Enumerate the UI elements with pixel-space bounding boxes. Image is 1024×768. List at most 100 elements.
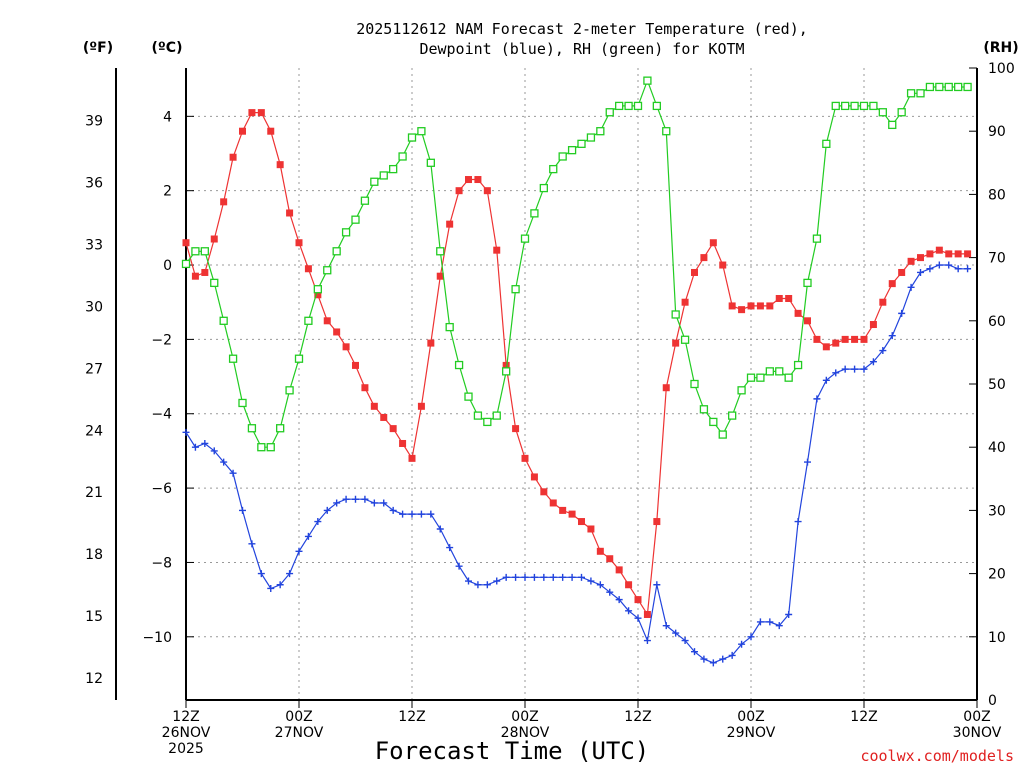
rh-point — [492, 411, 501, 420]
rh-point — [737, 386, 746, 395]
temperature-point — [389, 425, 397, 433]
temperature-point — [257, 109, 265, 117]
rh-point — [718, 430, 727, 439]
temperature-point — [587, 525, 595, 533]
celsius-tick-label: −10 — [142, 630, 172, 646]
chart-axes — [115, 68, 978, 701]
rh-point — [765, 367, 774, 376]
rh-point — [784, 373, 793, 382]
x-tick-label: 26NOV — [162, 725, 211, 741]
rh-point — [389, 164, 398, 174]
dewpoint-point — [954, 265, 962, 273]
temperature-point — [662, 384, 670, 392]
temperature-point — [672, 339, 680, 347]
dewpoint-point — [446, 544, 454, 552]
dewpoint-point — [229, 469, 237, 477]
x-tick-label: 28NOV — [501, 725, 550, 741]
rh-point — [652, 101, 661, 111]
rh-point — [520, 234, 530, 243]
rh-point — [690, 379, 699, 389]
temperature-point — [549, 499, 557, 507]
celsius-tick-label: −2 — [151, 332, 172, 348]
x-tick-label: 27NOV — [275, 725, 324, 741]
temperature-point — [643, 610, 651, 618]
dewpoint-point — [888, 332, 896, 340]
dewpoint-point — [822, 376, 830, 384]
dewpoint-point — [832, 369, 840, 377]
rh-tick-label: 100 — [988, 61, 1015, 77]
dewpoint-point — [436, 525, 444, 533]
temperature-point — [446, 220, 454, 228]
rh-tick-label: 20 — [988, 567, 1006, 583]
rh-point — [247, 424, 257, 433]
rh-point — [238, 398, 247, 408]
rh-point — [473, 411, 483, 420]
dewpoint-point — [841, 365, 849, 373]
temperature-point — [719, 261, 727, 269]
rh-point — [671, 310, 680, 319]
dewpoint-point — [191, 443, 199, 451]
temperature-point — [352, 361, 359, 369]
rh-point — [181, 259, 191, 269]
temperature-point — [634, 596, 642, 604]
rh-tick-label: 60 — [988, 314, 1006, 330]
dewpoint-point — [596, 581, 604, 589]
dewpoint-point — [681, 637, 689, 645]
dewpoint-point — [643, 637, 651, 645]
dewpoint-point — [794, 518, 802, 526]
rh-point — [954, 82, 963, 92]
rh-point — [577, 139, 586, 148]
rh-tick-label: 80 — [988, 187, 1006, 203]
dewpoint-point — [775, 622, 783, 630]
temperature-point — [926, 250, 934, 258]
rh-point — [586, 133, 596, 142]
rh-point — [699, 405, 709, 414]
temperature-point — [860, 335, 868, 343]
rh-point — [257, 443, 266, 452]
rh-point — [407, 133, 417, 142]
rh-tick-label: 40 — [988, 440, 1006, 456]
temperature-point — [286, 209, 294, 217]
chart-title-line2: Dewpoint (blue), RH (green) for KOTM — [419, 40, 744, 58]
dewpoint-point — [653, 581, 661, 589]
temperature-point — [540, 488, 548, 496]
credit-text: coolwx.com/models — [860, 747, 1014, 765]
x-tick-label: 29NOV — [727, 725, 776, 741]
dewpoint-point — [691, 648, 698, 656]
chart-title-line1: 2025112612 NAM Forecast 2-meter Temperat… — [356, 20, 808, 38]
temperature-point — [841, 335, 849, 343]
temperature-point — [417, 402, 425, 410]
temperature-point — [380, 413, 388, 421]
celsius-unit-label: (ºC) — [152, 40, 183, 56]
fahrenheit-tick-label: 30 — [85, 299, 103, 315]
dewpoint-point — [210, 447, 218, 455]
temperature-point — [775, 294, 783, 302]
rh-point — [925, 82, 935, 92]
dewpoint-point — [182, 428, 190, 436]
temperature-point — [370, 402, 378, 410]
dewpoint-point — [700, 655, 708, 663]
rh-point — [370, 177, 379, 186]
rh-point — [539, 183, 548, 193]
temperature-point — [493, 246, 501, 254]
dewpoint-point — [417, 510, 425, 518]
rh-point — [294, 354, 304, 363]
rh-point — [935, 82, 944, 92]
temperature-point — [785, 294, 793, 302]
temperature-point — [709, 239, 717, 247]
celsius-tick-label: 0 — [163, 258, 172, 274]
x-axis-label: Forecast Time (UTC) — [375, 737, 650, 765]
dewpoint-point — [342, 495, 350, 503]
rh-point — [323, 266, 332, 275]
dewpoint-point — [540, 573, 548, 581]
rh-tick-label: 50 — [988, 377, 1006, 393]
temperature-point — [182, 239, 190, 247]
dewpoint-point — [869, 358, 877, 366]
dewpoint-point — [728, 651, 736, 659]
x-tick-label: 12Z — [850, 709, 877, 725]
temperature-point — [502, 361, 510, 369]
rh-point — [285, 386, 294, 395]
dewpoint-point — [625, 607, 633, 615]
dewpoint-point — [587, 577, 595, 585]
dewpoint-point — [483, 581, 491, 589]
